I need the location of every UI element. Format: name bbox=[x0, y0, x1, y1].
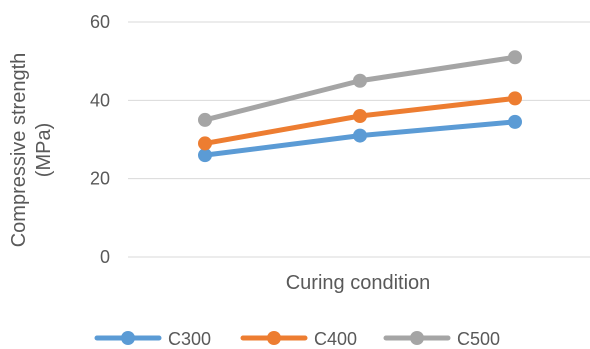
data-point-C300-1 bbox=[198, 148, 212, 163]
y-axis-title-line-2: (MPa) bbox=[33, 123, 55, 177]
y-tick-label: 40 bbox=[90, 90, 110, 110]
data-point-C400-3 bbox=[508, 91, 522, 106]
legend-marker-C400 bbox=[267, 331, 281, 345]
series-layer bbox=[198, 50, 522, 163]
legend-label: C400 bbox=[314, 329, 357, 349]
data-point-C400-2 bbox=[353, 109, 367, 123]
legend: C300 C400 C500 bbox=[94, 329, 500, 349]
series-C300 bbox=[198, 114, 522, 163]
legend-label: C300 bbox=[168, 329, 211, 349]
legend-item-C400: C400 bbox=[240, 329, 357, 349]
legend-label: C500 bbox=[457, 329, 500, 349]
y-tick-label: 20 bbox=[90, 169, 110, 189]
legend-marker-C500 bbox=[410, 331, 424, 345]
legend-item-C300: C300 bbox=[94, 329, 211, 349]
y-axis-title: Compressive strength (MPa) bbox=[8, 53, 55, 248]
y-tick-label: 60 bbox=[90, 12, 110, 32]
y-axis-ticks: 0 20 40 60 bbox=[90, 12, 110, 267]
x-axis-title: Curing condition bbox=[286, 272, 431, 294]
gridlines bbox=[128, 21, 590, 258]
data-point-C500-1 bbox=[198, 112, 212, 127]
legend-item-C500: C500 bbox=[383, 329, 500, 349]
data-point-C300-3 bbox=[508, 114, 522, 129]
data-point-C400-1 bbox=[198, 136, 212, 151]
legend-marker-C300 bbox=[121, 331, 135, 345]
y-tick-label: 0 bbox=[100, 247, 110, 267]
series-C500 bbox=[198, 50, 522, 127]
data-point-C500-3 bbox=[508, 50, 522, 65]
data-point-C500-2 bbox=[353, 73, 367, 88]
data-point-C300-2 bbox=[353, 128, 367, 143]
series-C400 bbox=[198, 91, 522, 151]
y-axis-title-line-1: Compressive strength bbox=[8, 53, 30, 248]
